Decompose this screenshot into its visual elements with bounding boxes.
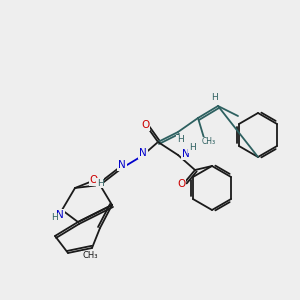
Text: H: H [211, 94, 218, 103]
Text: N: N [139, 148, 147, 158]
Text: CH₃: CH₃ [202, 137, 216, 146]
Text: N: N [118, 160, 126, 170]
Text: H: H [97, 178, 104, 188]
Text: N: N [56, 210, 64, 220]
Text: H: H [51, 214, 57, 223]
Text: O: O [177, 179, 185, 189]
Text: CH₃: CH₃ [82, 251, 98, 260]
Text: O: O [90, 175, 98, 185]
Text: N: N [182, 149, 190, 159]
Text: H: H [177, 136, 183, 145]
Text: H: H [189, 143, 195, 152]
Text: O: O [141, 120, 149, 130]
